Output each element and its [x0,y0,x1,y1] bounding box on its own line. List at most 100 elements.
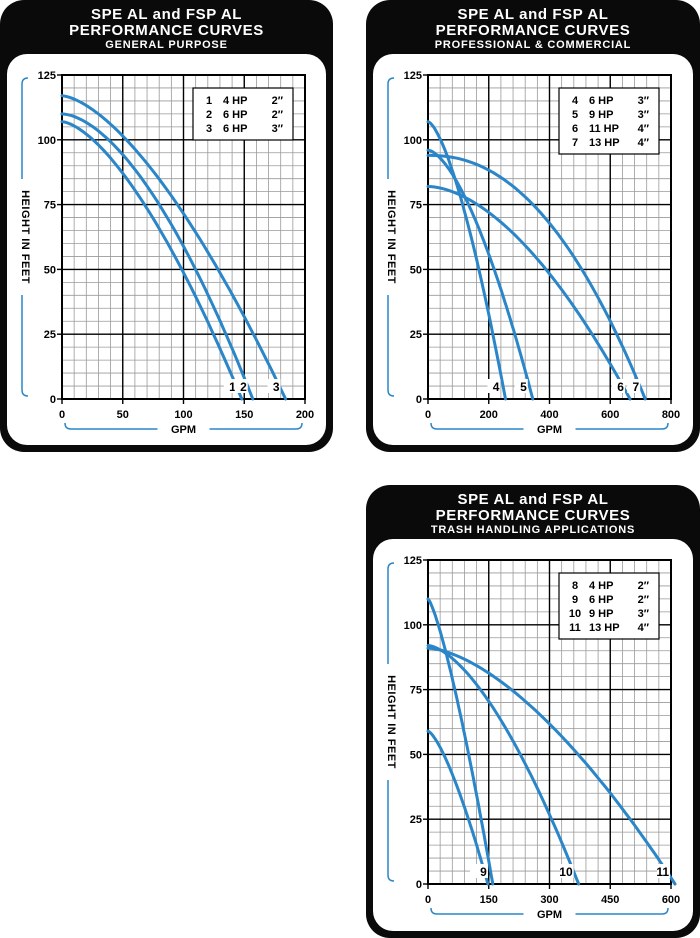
x-tick-label: 400 [540,409,558,421]
legend-discharge-size: 4″ [638,123,650,135]
x-tick-label: 600 [662,894,680,906]
y-axis-bracket [21,295,29,397]
y-tick-label: 0 [416,879,422,891]
curve-label-bg [267,379,281,393]
legend-curve-id: 4 [572,95,579,107]
x-axis-bracket [575,422,669,430]
x-tick-label: 0 [425,409,431,421]
x-tick-label: 150 [480,894,498,906]
y-tick-label: 100 [38,135,56,147]
legend-box [558,87,660,155]
legend-curve-id: 5 [572,109,578,121]
curve-number-label: 7 [632,380,639,394]
y-tick-label: 50 [410,749,422,761]
legend: 8 4 HP 2″ 9 6 HP 2″ 10 9 HP 3″ 11 13 HP 4″ [558,572,660,640]
chart-category: GENERAL PURPOSE [105,39,228,51]
curve-number-label: 11 [656,865,669,879]
y-axis-label: HEIGHT IN FEET [385,675,397,769]
chart-title-block: SPE AL and FSP AL PERFORMANCE CURVES TRA… [366,492,700,537]
y-tick-label: 25 [410,814,422,826]
y-tick-label: 25 [410,329,422,341]
curve-label-bg [627,379,641,393]
legend-box [192,87,294,141]
y-tick-label: 75 [410,685,422,697]
performance-curve-10 [426,644,581,886]
chart-category: TRASH HANDLING APPLICATIONS [430,524,636,536]
y-tick-label: 75 [410,200,422,212]
y-tick-label: 0 [416,394,422,406]
x-tick-label: 450 [601,894,619,906]
chart-title-block: SPE AL and FSP AL PERFORMANCE CURVES GEN… [0,7,333,52]
legend-box [558,572,660,640]
chart-category: PROFESSIONAL & COMMERCIAL [434,39,632,51]
chart-card-general-purpose: SPE AL and FSP AL PERFORMANCE CURVES GEN… [0,0,333,452]
performance-curve-8 [426,729,490,886]
legend-horsepower: 13 HP [589,137,620,149]
legend-curve-id: 3 [206,123,212,135]
x-tick-label: 300 [540,894,558,906]
legend-horsepower: 4 HP [589,580,613,592]
chart-title-block: SPE AL and FSP AL PERFORMANCE CURVES PRO… [366,7,700,52]
legend-discharge-size: 3″ [272,123,284,135]
curve-label-bg [234,379,248,393]
legend-discharge-size: 3″ [638,608,650,620]
x-axis-label: GPM [537,909,562,921]
legend-horsepower: 9 HP [589,608,613,620]
performance-curve-5 [426,148,535,401]
legend-discharge-size: 3″ [638,109,650,121]
chart-title: SPE AL and FSP AL [457,6,609,23]
chart-card-trash-handling: SPE AL and FSP AL PERFORMANCE CURVES TRA… [366,485,700,938]
legend-discharge-size: 2″ [638,580,650,592]
x-tick-label: 800 [662,409,680,421]
performance-curve-1 [60,120,244,401]
performance-curve-9 [426,597,495,886]
legend-horsepower: 9 HP [589,109,613,121]
legend-curve-id: 10 [569,608,581,620]
chart-title: SPE AL and FSP AL [457,491,609,508]
y-axis-label: HEIGHT IN FEET [19,190,31,284]
x-axis-bracket [64,422,158,430]
curve-number-label: 5 [520,380,527,394]
legend-discharge-size: 2″ [272,95,284,107]
x-axis-label: GPM [537,424,562,436]
curve-label-bg [560,864,574,878]
curve-label-bg [611,379,625,393]
x-tick-label: 150 [235,409,253,421]
x-axis-bracket [430,422,524,430]
curve-number-label: 10 [559,865,573,879]
y-axis-label: HEIGHT IN FEET [385,190,397,284]
chart-panel: 0 25 50 75 100 125 0 50 100 150 200 GPM HEIGHT IN FE… [7,54,326,445]
y-tick-label: 25 [44,329,56,341]
y-tick-label: 100 [404,135,422,147]
legend-curve-id: 6 [572,123,578,135]
curve-label-bg [514,379,528,393]
legend-discharge-size: 3″ [638,95,650,107]
legend-discharge-size: 4″ [638,622,650,634]
x-tick-label: 200 [296,409,314,421]
curve-number-label: 2 [240,380,247,394]
curve-label-bg [223,379,237,393]
legend: 4 6 HP 3″ 5 9 HP 3″ 6 11 HP 4″ 7 13 HP 4″ [558,87,660,155]
x-tick-label: 50 [117,409,129,421]
chart-subtitle: PERFORMANCE CURVES [69,22,264,39]
legend-horsepower: 11 HP [589,123,619,135]
y-tick-label: 125 [404,70,422,82]
curve-number-label: 9 [480,865,487,879]
performance-curve-6 [426,185,632,401]
legend-discharge-size: 2″ [272,109,284,121]
y-tick-label: 50 [44,264,56,276]
y-axis-bracket [387,295,395,397]
y-tick-label: 0 [50,394,56,406]
curve-number-label: 3 [273,380,280,394]
legend-horsepower: 4 HP [223,95,247,107]
y-tick-label: 50 [410,264,422,276]
y-tick-label: 75 [44,200,56,212]
x-tick-label: 100 [174,409,192,421]
legend-curve-id: 2 [206,109,212,121]
legend-horsepower: 6 HP [589,594,613,606]
performance-curve-4 [426,120,507,401]
legend-horsepower: 6 HP [223,123,247,135]
legend-curve-id: 7 [572,137,578,149]
x-tick-label: 200 [480,409,498,421]
chart-title: SPE AL and FSP AL [90,6,243,23]
